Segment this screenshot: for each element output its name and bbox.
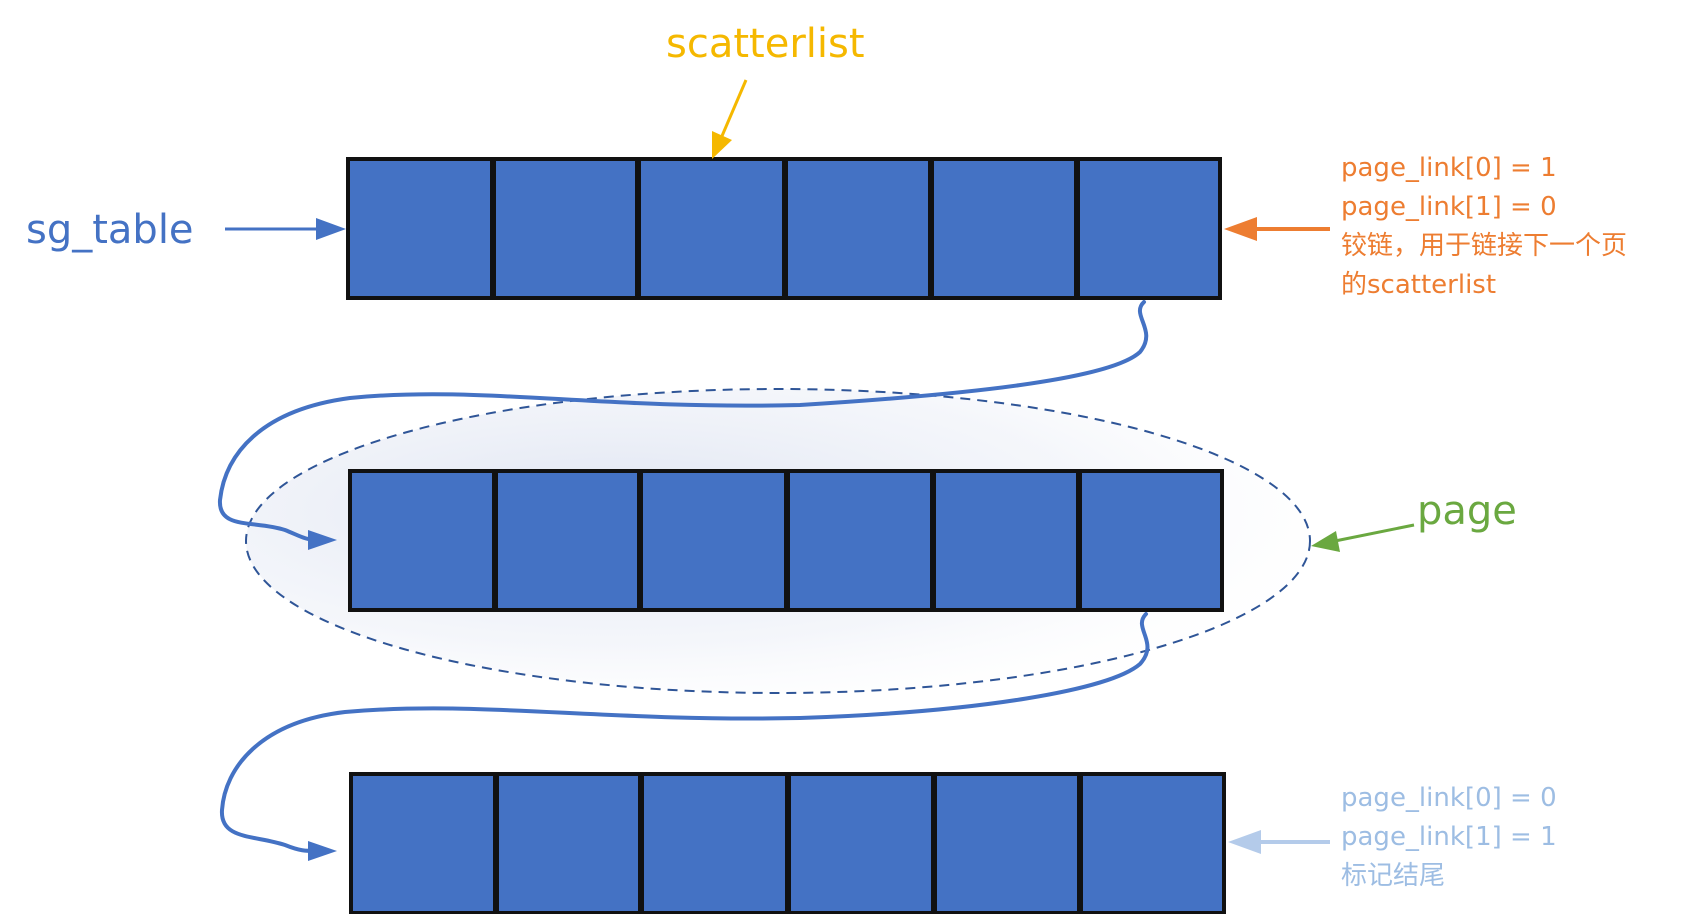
scatterlist-cell [1080,161,1218,296]
scatterlist-cell [1083,776,1222,911]
scatterlist-cell [499,776,638,911]
page-label: page [1417,488,1517,534]
scatterlist-cell [1082,473,1220,608]
sg-table-label: sg_table [26,207,194,253]
scatterlist-cell [353,776,493,911]
scatterlist-cell [496,161,635,296]
scatterlist-arrowhead [712,131,732,159]
scatterlist-cell [936,473,1076,608]
row-frame [349,772,1226,915]
scatterlist-row-1 [346,157,1222,300]
end-note: page_link[0] = 0 page_link[1] = 1 标记结尾 [1341,779,1557,896]
scatterlist-row-3 [349,772,1226,915]
row-frame [346,157,1222,300]
scatterlist-cell [790,473,930,608]
link-note-line: 的scatterlist [1341,270,1497,300]
page-arrow [1334,523,1415,543]
end-note-line: page_link[1] = 1 [1341,822,1557,852]
scatterlist-arrow [720,79,748,137]
scatterlist-row-2 [348,469,1224,612]
row-frame [348,469,1224,612]
page-arrowhead [1311,531,1340,552]
scatterlist-label: scatterlist [666,21,865,67]
end-note-arrowhead [1228,830,1261,854]
scatterlist-cell [352,473,492,608]
scatterlist-cell [498,473,637,608]
scatterlist-cell [937,776,1077,911]
scatterlist-cell [641,161,782,296]
scatterlist-cell [788,161,928,296]
link-note-line: page_link[1] = 0 [1341,192,1557,222]
scatterlist-cell [644,776,785,911]
end-note-line: page_link[0] = 0 [1341,783,1557,813]
scatterlist-cell [643,473,784,608]
chain-link-1-arrowhead [308,530,337,550]
sg-table-arrowhead [316,218,346,240]
chain-link-2-arrowhead [308,841,337,861]
scatterlist-cell [350,161,490,296]
end-note-line: 标记结尾 [1341,861,1446,891]
link-note-arrowhead [1224,217,1257,241]
scatterlist-cell [934,161,1074,296]
chain-link-2 [219,612,1150,853]
scatterlist-cell [791,776,931,911]
link-note: page_link[0] = 1 page_link[1] = 0 铰链，用于链… [1341,149,1627,305]
link-note-line: 铰链，用于链接下一个页 [1341,231,1628,261]
link-note-line: page_link[0] = 1 [1341,153,1557,183]
chain-link-1 [217,300,1149,542]
